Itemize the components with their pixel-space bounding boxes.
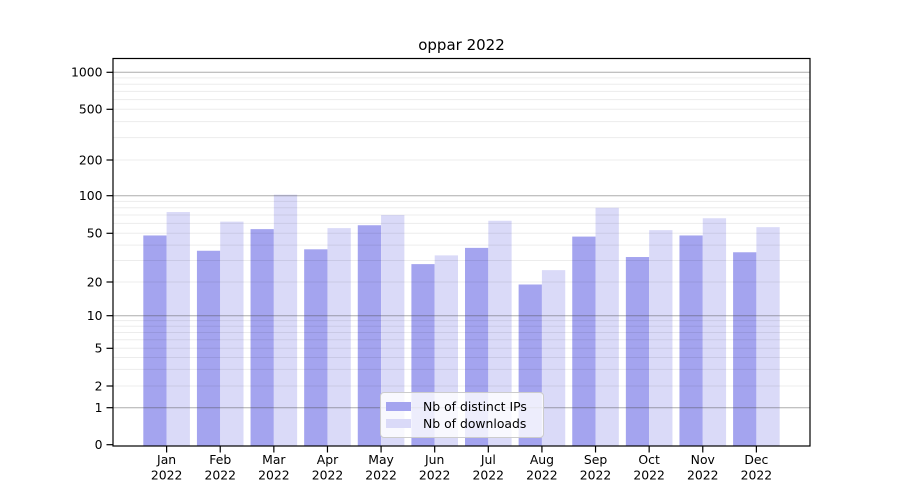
bar-distinct-ips-May-2022 — [357, 225, 382, 446]
bar-downloads-Mar-2022 — [273, 194, 298, 446]
x-tick-label-year: 2022 — [204, 468, 236, 483]
bar-downloads-Sep-2022 — [595, 207, 619, 446]
bar-downloads-May-2022 — [381, 215, 405, 446]
x-tick-label-month: Jan — [156, 452, 176, 467]
x-tick-label-year: 2022 — [312, 468, 344, 483]
legend-item-distinct-ips: Nb of distinct IPs — [386, 399, 543, 414]
y-tick-label: 2 — [95, 378, 103, 393]
bar-downloads-Nov-2022 — [702, 218, 727, 446]
x-tick-label-month: Nov — [691, 452, 715, 467]
x-tick-label-month: Mar — [262, 452, 286, 467]
y-tick-label: 1000 — [71, 65, 103, 80]
legend-swatch-downloads — [386, 418, 411, 429]
chart-title: oppar 2022 — [418, 36, 505, 54]
x-tick-label-year: 2022 — [365, 468, 397, 483]
x-tick-label-year: 2022 — [151, 468, 183, 483]
x-tick-label-month: Jun — [424, 452, 444, 467]
bar-distinct-ips-Feb-2022 — [196, 250, 221, 446]
y-tick-label: 10 — [87, 308, 103, 323]
bar-distinct-ips-Nov-2022 — [679, 235, 703, 446]
y-tick-label: 20 — [87, 274, 103, 289]
y-tick-label: 0 — [95, 437, 103, 452]
legend-item-downloads: Nb of downloads — [386, 416, 543, 431]
x-tick-label-year: 2022 — [526, 468, 558, 483]
x-tick-label-year: 2022 — [687, 468, 719, 483]
bar-downloads-Apr-2022 — [327, 228, 351, 446]
bar-downloads-Feb-2022 — [220, 221, 244, 446]
plot-border — [112, 57, 811, 447]
bar-distinct-ips-Mar-2022 — [250, 229, 274, 446]
bar-distinct-ips-Oct-2022 — [625, 257, 650, 446]
x-tick-label-month: Dec — [744, 452, 768, 467]
x-tick-label-year: 2022 — [633, 468, 665, 483]
x-tick-label-month: Sep — [584, 452, 607, 467]
x-tick-label-year: 2022 — [741, 468, 773, 483]
legend-swatch-distinct-ips — [386, 401, 411, 412]
bar-distinct-ips-Sep-2022 — [572, 236, 596, 446]
bar-downloads-Dec-2022 — [756, 227, 780, 446]
x-tick-label-year: 2022 — [473, 468, 505, 483]
x-tick-label-month: Apr — [317, 452, 339, 467]
y-tick-label: 1 — [95, 400, 103, 415]
x-tick-label-year: 2022 — [258, 468, 290, 483]
y-tick-label: 200 — [79, 152, 103, 167]
legend: Nb of distinct IPs Nb of downloads — [380, 392, 544, 438]
y-tick-label: 500 — [79, 102, 103, 117]
x-tick-label-month: Oct — [638, 452, 660, 467]
bar-distinct-ips-Apr-2022 — [304, 249, 328, 446]
bar-downloads-Jul-2022 — [488, 220, 512, 446]
legend-label-distinct-ips: Nb of distinct IPs — [423, 399, 527, 414]
y-tick-label: 50 — [87, 226, 103, 241]
legend-label-downloads: Nb of downloads — [423, 416, 527, 431]
bar-downloads-Aug-2022 — [541, 270, 566, 446]
x-tick-label-month: May — [368, 452, 394, 467]
bar-downloads-Jan-2022 — [166, 212, 190, 446]
x-tick-label-month: Aug — [530, 452, 554, 467]
bar-distinct-ips-Dec-2022 — [733, 252, 757, 446]
x-tick-label-year: 2022 — [580, 468, 612, 483]
y-tick-label: 100 — [79, 188, 103, 203]
y-tick-label: 5 — [95, 341, 103, 356]
bar-downloads-Oct-2022 — [649, 230, 673, 446]
x-tick-label-month: Jul — [480, 452, 496, 467]
x-tick-label-month: Feb — [209, 452, 231, 467]
x-tick-label-year: 2022 — [419, 468, 451, 483]
bar-distinct-ips-Jan-2022 — [143, 235, 167, 446]
